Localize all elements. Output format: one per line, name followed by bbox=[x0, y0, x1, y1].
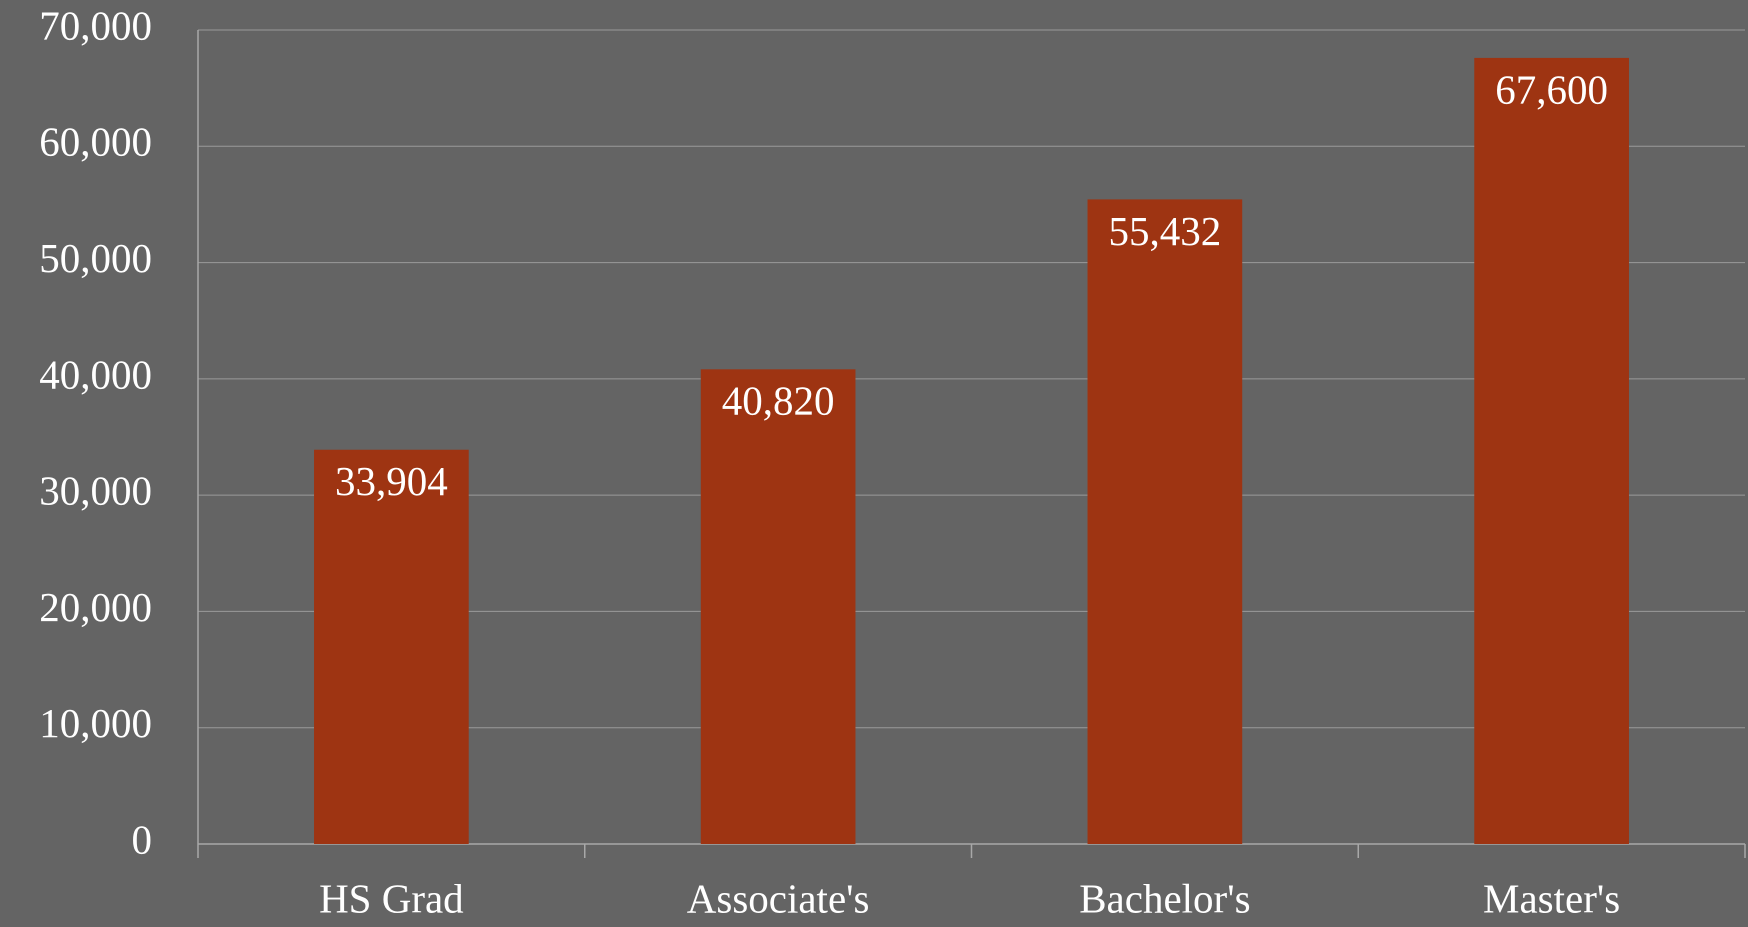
bar bbox=[1474, 57, 1629, 845]
x-tick-label: Associate's bbox=[687, 875, 870, 921]
value-label: 55,432 bbox=[1109, 208, 1222, 254]
y-tick-label: 60,000 bbox=[39, 119, 152, 165]
y-tick-label: 70,000 bbox=[39, 2, 152, 48]
y-tick-label: 40,000 bbox=[39, 351, 152, 397]
y-tick-label: 10,000 bbox=[39, 700, 152, 746]
value-label: 33,904 bbox=[335, 458, 448, 504]
x-tick-label: HS Grad bbox=[319, 875, 464, 921]
y-tick-label: 50,000 bbox=[39, 235, 152, 281]
bar bbox=[700, 369, 856, 844]
value-label: 40,820 bbox=[722, 378, 835, 424]
y-tick-label: 30,000 bbox=[39, 468, 152, 514]
x-tick-label: Master's bbox=[1483, 875, 1620, 921]
bar bbox=[314, 449, 469, 844]
x-tick-label: Bachelor's bbox=[1079, 875, 1250, 921]
value-label: 67,600 bbox=[1495, 66, 1608, 112]
y-tick-label: 20,000 bbox=[39, 584, 152, 630]
bar bbox=[1087, 199, 1243, 844]
y-tick-label: 0 bbox=[132, 816, 153, 862]
